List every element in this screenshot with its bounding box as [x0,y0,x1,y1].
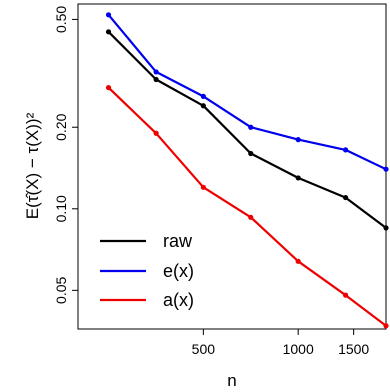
legend-label: e(x) [163,261,194,281]
data-point [248,150,254,157]
data-point [342,194,349,201]
data-point [248,214,254,220]
data-point [342,292,349,298]
data-point [295,175,301,181]
legend-label: raw [163,231,193,251]
data-point [295,258,301,264]
legend: raw e(x) a(x) [100,231,194,310]
data-point [153,130,159,136]
data-point [200,184,206,190]
series-line-ex [107,14,387,171]
data-point [200,103,206,109]
data-point [105,12,112,18]
x-axis: 500 1000 1500 [192,329,369,357]
legend-label: a(x) [163,290,194,310]
data-point [105,85,112,91]
y-tick-label: 0.10 [53,195,69,222]
data-point [383,225,389,231]
x-axis-label: n [227,371,236,390]
data-point [153,76,159,83]
y-axis-label: E(τ̂(X) − τ(X))² [23,112,42,219]
y-tick-label: 0.50 [53,6,69,33]
data-point [295,137,301,143]
series-line-ax [107,86,387,327]
data-point [383,166,389,172]
data-point [200,93,206,99]
data-point [383,323,389,329]
series-layer [105,12,389,329]
x-tick-label: 500 [192,341,216,357]
data-point [248,124,254,130]
data-point [153,69,159,75]
y-tick-label: 0.20 [53,113,69,140]
plot-frame [77,3,387,330]
y-axis: 0.05 0.10 0.20 0.50 [53,6,78,304]
x-tick-label: 1000 [283,341,314,357]
x-tick-label: 1500 [338,341,369,357]
data-point [342,147,349,153]
y-tick-label: 0.05 [53,277,69,304]
data-point [105,29,112,35]
